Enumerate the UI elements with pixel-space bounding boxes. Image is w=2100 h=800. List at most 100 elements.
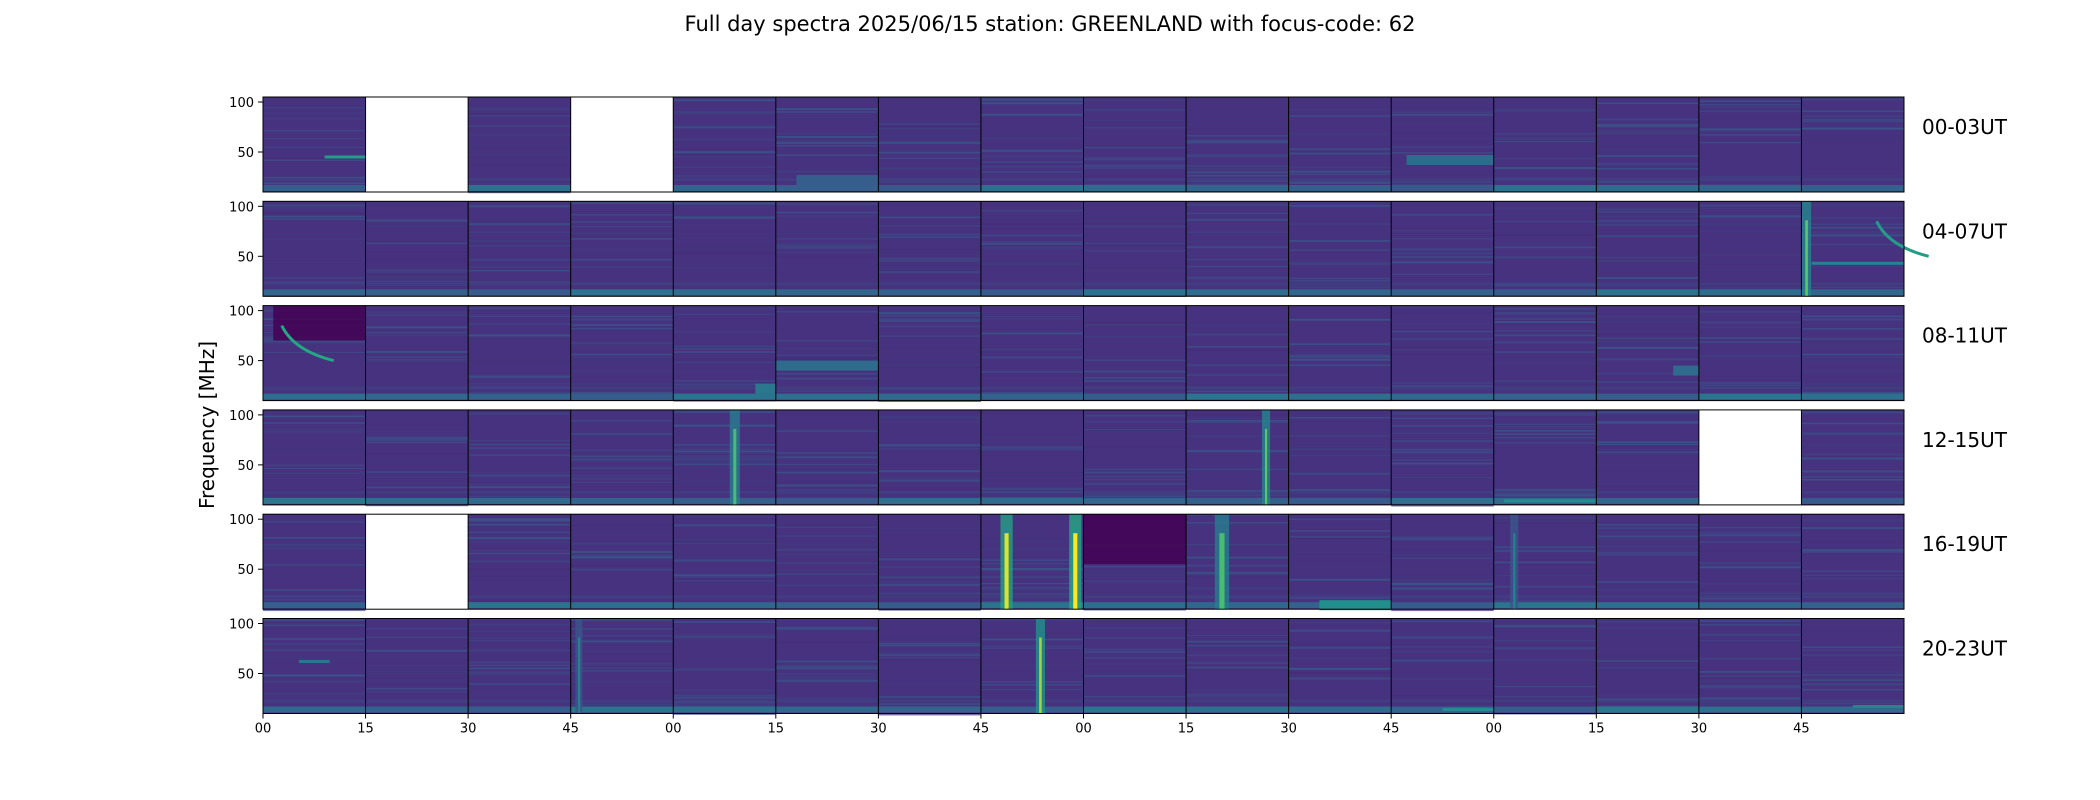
rfi-line	[1288, 354, 1392, 357]
rfi-line	[673, 278, 776, 280]
rfi-line	[878, 470, 981, 473]
rfi-line	[1391, 504, 1494, 507]
rfi-line	[1288, 202, 1392, 204]
rfi-line	[673, 559, 776, 562]
rfi-line	[878, 558, 981, 561]
noise-floor	[1083, 386, 1187, 390]
rfi-line	[1493, 320, 1597, 324]
rfi-line	[878, 479, 981, 482]
rfi-line	[1596, 422, 1699, 424]
rfi-line	[570, 432, 674, 435]
spectrum-background	[980, 409, 1084, 505]
rfi-line	[775, 622, 879, 624]
rfi-line	[365, 702, 469, 705]
rfi-line	[1391, 568, 1494, 571]
spectrum-panel	[570, 409, 674, 505]
spectrum-panel	[263, 514, 366, 612]
rfi-line	[673, 694, 776, 697]
rfi-line	[570, 524, 674, 526]
rfi-line	[878, 181, 981, 183]
rfi-line	[1288, 551, 1392, 554]
rfi-line	[1493, 517, 1597, 519]
rfi-line	[673, 542, 776, 544]
noise-floor	[1288, 282, 1392, 286]
rfi-line	[468, 474, 571, 477]
rfi-line	[570, 226, 674, 228]
spectrum-panel	[673, 409, 776, 505]
rfi-line	[263, 643, 366, 645]
rfi-line	[570, 675, 674, 678]
noise-floor	[980, 178, 1084, 181]
spectrum-panel	[980, 409, 1084, 505]
rfi-line	[468, 323, 571, 325]
noise-floor	[365, 289, 469, 296]
rfi-line	[1698, 681, 1802, 684]
rfi-line	[980, 576, 1084, 578]
rfi-line	[1186, 180, 1289, 182]
rfi-line	[1083, 184, 1187, 186]
rfi-line	[468, 454, 571, 457]
rfi-line	[1391, 174, 1494, 176]
rfi-line	[1698, 254, 1802, 256]
rfi-line	[1493, 423, 1597, 426]
rfi-line	[1391, 678, 1494, 681]
rfi-line	[878, 411, 981, 413]
rfi-line	[775, 247, 879, 249]
rfi-line	[1698, 532, 1802, 534]
rfi-line	[673, 448, 776, 451]
rfi-line	[263, 207, 366, 209]
rfi-line	[775, 569, 879, 572]
rfi-line	[1596, 551, 1699, 554]
noise-floor	[1493, 178, 1597, 181]
rfi-line	[1391, 229, 1494, 232]
noise-floor	[263, 595, 366, 599]
missing-data-panel	[365, 514, 469, 610]
radio-burst	[1513, 533, 1516, 610]
rfi-line	[365, 627, 469, 630]
rfi-line	[570, 681, 674, 683]
rfi-line	[1493, 140, 1597, 143]
rfi-line	[468, 164, 571, 167]
rfi-line	[1596, 633, 1699, 636]
rfi-line	[1186, 689, 1289, 691]
rfi-line	[1698, 321, 1802, 324]
rfi-line	[263, 428, 366, 431]
y-tick-label: 50	[237, 459, 254, 474]
rfi-line	[468, 114, 571, 117]
rfi-line	[1698, 677, 1802, 679]
rfi-line	[365, 482, 469, 484]
rfi-line	[1186, 122, 1289, 125]
spectra-row: 100 50 16-19UT	[229, 513, 2008, 612]
row-time-label: 00-03UT	[1922, 115, 2008, 139]
rfi-line	[263, 117, 366, 120]
rfi-line	[570, 556, 674, 559]
rfi-line	[1801, 226, 1904, 229]
rfi-line	[1596, 316, 1699, 318]
rfi-line	[263, 238, 366, 241]
x-tick-label: 00	[255, 722, 272, 737]
rfi-line	[1288, 657, 1392, 659]
rfi-line	[1596, 320, 1699, 322]
rfi-line	[980, 264, 1084, 266]
rfi-line	[1698, 639, 1802, 641]
spectrum-panel	[263, 618, 366, 714]
rfi-line	[1596, 235, 1699, 237]
spectrum-panel	[1186, 201, 1289, 297]
noise-floor	[1493, 706, 1597, 713]
rfi-line	[263, 341, 366, 344]
rfi-line	[1083, 589, 1187, 592]
noise-floor	[980, 706, 1084, 713]
rfi-line	[673, 580, 776, 582]
rfi-line	[1596, 181, 1699, 183]
rfi-line	[1391, 106, 1494, 109]
rfi-line	[570, 474, 674, 477]
rfi-line	[1596, 358, 1699, 361]
rfi-line	[1493, 659, 1597, 661]
rfi-line	[878, 127, 981, 130]
rfi-line	[1186, 240, 1289, 243]
rfi-line	[263, 649, 366, 651]
rfi-line	[263, 157, 366, 160]
rfi-line	[468, 518, 571, 521]
rfi-line	[673, 637, 776, 640]
rfi-line	[1391, 632, 1494, 635]
